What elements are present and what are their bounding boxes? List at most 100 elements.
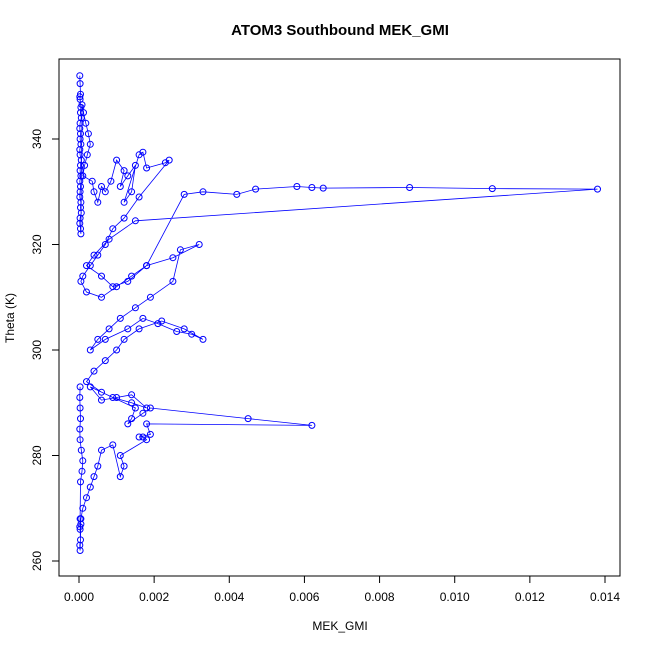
y-tick-label: 300	[30, 340, 44, 360]
data-point	[98, 396, 105, 404]
data-point	[120, 462, 128, 470]
data-point	[76, 515, 84, 523]
data-point	[135, 325, 143, 333]
data-point	[86, 262, 94, 270]
data-point	[98, 183, 105, 190]
data-point	[116, 183, 124, 190]
data-point	[105, 325, 113, 333]
data-point	[146, 293, 154, 301]
data-point	[113, 346, 121, 354]
series-layer	[76, 72, 601, 554]
data-point	[86, 346, 94, 354]
data-point	[76, 547, 84, 554]
data-point	[90, 367, 98, 375]
data-point	[76, 383, 84, 391]
data-point	[98, 272, 105, 280]
data-point	[76, 93, 84, 101]
x-tick-label: 0.008	[365, 590, 395, 604]
data-point	[109, 394, 117, 401]
data-point	[86, 383, 94, 391]
data-point	[84, 130, 92, 138]
data-point	[139, 314, 147, 322]
data-point	[94, 198, 102, 206]
data-point	[77, 225, 84, 233]
data-point	[113, 156, 121, 164]
y-tick-label: 260	[30, 551, 44, 571]
data-point	[76, 80, 84, 88]
data-point	[308, 184, 316, 191]
data-point	[109, 441, 117, 449]
x-tick-label: 0.014	[590, 590, 620, 604]
data-point	[199, 335, 207, 343]
data-point	[76, 177, 84, 185]
data-point	[78, 467, 86, 475]
y-axis-label: Theta (K)	[3, 293, 17, 343]
data-point	[107, 177, 115, 185]
data-point	[76, 167, 84, 175]
data-point	[77, 446, 85, 454]
data-point	[158, 317, 166, 325]
data-point	[77, 109, 84, 117]
data-point	[101, 241, 109, 248]
data-point	[83, 494, 90, 502]
data-point	[98, 293, 105, 301]
data-point	[77, 161, 84, 169]
data-point	[176, 246, 184, 254]
data-point	[120, 214, 128, 222]
data-point	[165, 156, 173, 164]
data-point	[143, 262, 151, 270]
data-point	[77, 478, 84, 486]
data-point	[76, 436, 84, 444]
data-point	[146, 404, 154, 412]
data-point	[128, 415, 136, 423]
data-point	[76, 394, 84, 401]
data-point	[77, 156, 85, 164]
data-point	[76, 523, 84, 531]
data-point	[406, 184, 414, 191]
data-point	[83, 288, 90, 296]
x-axis: 0.000 0.002 0.004 0.006 0.008 0.010 0.012 0.014	[64, 575, 620, 604]
data-point	[143, 404, 151, 412]
data-point	[79, 172, 87, 180]
data-point	[143, 164, 151, 172]
data-point	[78, 101, 86, 109]
data-point	[77, 198, 85, 206]
x-tick-label: 0.000	[64, 590, 94, 604]
x-tick-label: 0.006	[289, 590, 319, 604]
data-point	[293, 183, 301, 190]
data-point	[135, 433, 143, 441]
data-point	[173, 328, 181, 335]
data-point	[109, 283, 117, 291]
data-point	[76, 72, 84, 80]
data-point	[83, 378, 90, 386]
data-point	[77, 172, 85, 180]
data-point	[124, 277, 132, 285]
data-point	[128, 188, 136, 196]
data-point	[77, 277, 85, 285]
data-point	[143, 436, 151, 444]
data-point	[594, 185, 601, 193]
data-point	[252, 185, 260, 193]
data-point	[90, 251, 98, 259]
data-point	[169, 254, 177, 262]
data-point	[488, 185, 496, 193]
data-point	[135, 193, 143, 201]
data-point	[180, 325, 188, 333]
x-tick-label: 0.010	[440, 590, 470, 604]
x-tick-label: 0.012	[515, 590, 545, 604]
data-point	[77, 209, 85, 217]
data-point	[120, 198, 128, 206]
data-point	[195, 241, 203, 248]
data-point	[90, 188, 98, 196]
data-point	[94, 335, 102, 343]
data-point	[77, 183, 84, 190]
data-point	[76, 214, 84, 222]
data-point	[81, 161, 89, 169]
data-point	[120, 167, 128, 175]
data-point	[124, 172, 132, 180]
data-point	[113, 394, 121, 401]
data-point	[143, 420, 151, 428]
x-tick-label: 0.002	[139, 590, 169, 604]
